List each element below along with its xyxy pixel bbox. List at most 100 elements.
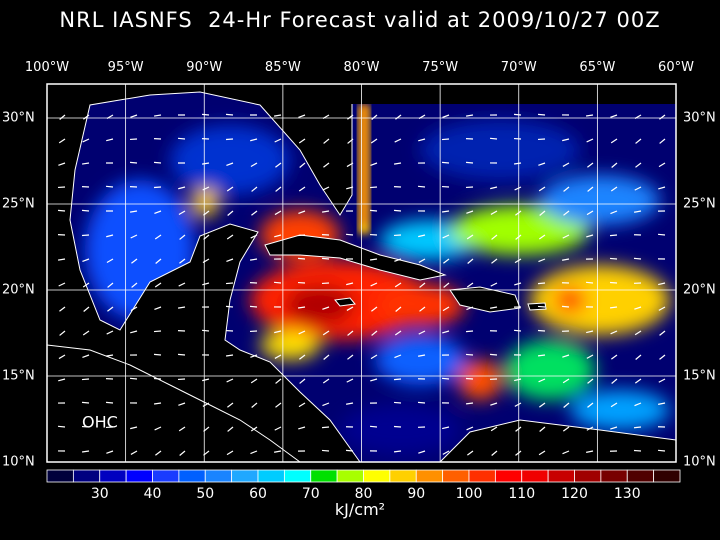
wind-arrow bbox=[321, 449, 330, 452]
wind-arrow bbox=[82, 330, 90, 336]
wind-arrow bbox=[587, 186, 594, 192]
wind-arrow bbox=[634, 378, 642, 384]
wind-arrow bbox=[153, 353, 162, 356]
colorbar-tick: 30 bbox=[90, 486, 109, 502]
wind-arrow bbox=[177, 306, 186, 309]
wind-arrow bbox=[609, 234, 618, 237]
wind-arrow bbox=[105, 354, 114, 357]
colorbar-tick: 100 bbox=[455, 486, 483, 502]
wind-arrow bbox=[563, 402, 570, 408]
colorbar-tick: 70 bbox=[301, 486, 320, 502]
wind-arrow bbox=[106, 258, 114, 264]
wind-arrow bbox=[658, 282, 666, 286]
wind-arrow bbox=[130, 330, 138, 334]
wind-arrow bbox=[179, 234, 186, 240]
wind-arrow bbox=[659, 354, 666, 360]
wind-arrow bbox=[346, 162, 354, 168]
wind-arrow bbox=[153, 330, 162, 333]
wind-arrow bbox=[273, 281, 282, 284]
wind-arrow bbox=[81, 209, 90, 212]
wind-arrow bbox=[131, 258, 138, 264]
colorbar-tick: 60 bbox=[249, 486, 267, 502]
wind-arrow bbox=[538, 162, 546, 166]
wind-arrow bbox=[177, 353, 186, 356]
wind-arrow bbox=[226, 186, 234, 192]
wind-arrow bbox=[562, 138, 570, 142]
wind-arrow bbox=[658, 306, 666, 311]
colorbar-swatch bbox=[415, 469, 444, 483]
wind-arrow bbox=[539, 402, 546, 408]
wind-arrow bbox=[514, 258, 522, 264]
wind-arrow bbox=[609, 257, 618, 260]
wind-arrow bbox=[153, 186, 162, 189]
wind-arrow bbox=[658, 402, 666, 405]
wind-arrow bbox=[83, 306, 90, 312]
wind-arrow bbox=[491, 258, 498, 264]
wind-arrow bbox=[130, 450, 138, 455]
wind-arrow bbox=[154, 426, 162, 431]
wind-arrow bbox=[515, 210, 522, 216]
wind-arrow bbox=[346, 378, 354, 383]
colorbar-tick: 90 bbox=[407, 486, 426, 502]
wind-arrow bbox=[153, 114, 162, 117]
wind-arrow bbox=[323, 138, 330, 144]
wind-arrow bbox=[634, 402, 642, 407]
wind-arrow bbox=[586, 450, 594, 453]
lat-label: 15°N bbox=[683, 368, 716, 384]
wind-arrow bbox=[490, 402, 498, 406]
wind-arrow bbox=[562, 354, 570, 358]
wind-arrow bbox=[250, 354, 258, 358]
colorbar-swatch bbox=[72, 469, 101, 483]
colorbar-swatch bbox=[574, 469, 602, 483]
wind-arrow bbox=[201, 113, 210, 116]
wind-arrow bbox=[107, 282, 114, 288]
wind-arrow bbox=[275, 186, 282, 192]
wind-arrow bbox=[538, 186, 546, 192]
wind-arrow bbox=[275, 378, 282, 384]
wind-arrow bbox=[250, 450, 258, 455]
colorbar-swatch bbox=[600, 469, 628, 483]
colorbar-swatch bbox=[257, 469, 285, 483]
wind-arrow bbox=[610, 402, 618, 408]
wind-arrow bbox=[129, 210, 138, 213]
wind-arrow bbox=[610, 426, 618, 430]
wind-arrow bbox=[58, 282, 66, 287]
wind-arrow bbox=[514, 282, 522, 286]
wind-arrow bbox=[587, 402, 594, 408]
wind-arrow bbox=[490, 306, 498, 309]
wind-arrow bbox=[106, 138, 114, 142]
wind-arrow bbox=[345, 233, 354, 236]
wind-arrow bbox=[153, 161, 162, 164]
wind-arrow bbox=[562, 450, 570, 455]
lat-label: 25°N bbox=[683, 196, 716, 212]
wind-arrow bbox=[418, 330, 426, 335]
wind-arrow bbox=[297, 257, 306, 260]
wind-arrow bbox=[298, 138, 306, 144]
wind-arrow bbox=[154, 306, 162, 310]
lon-label: 70°W bbox=[500, 60, 537, 75]
wind-arrow bbox=[225, 354, 234, 357]
wind-arrow bbox=[586, 330, 594, 334]
wind-arrow bbox=[417, 185, 426, 188]
wind-arrow bbox=[275, 162, 282, 168]
wind-arrow bbox=[58, 354, 66, 360]
wind-arrow bbox=[394, 330, 402, 336]
wind-arrow bbox=[59, 330, 66, 336]
wind-arrow bbox=[634, 210, 642, 213]
colorbar-tick: 120 bbox=[561, 486, 588, 502]
wind-arrow bbox=[659, 330, 666, 336]
wind-arrow bbox=[538, 234, 546, 240]
wind-arrow bbox=[562, 378, 570, 384]
wind-arrow bbox=[466, 306, 474, 311]
wind-arrow bbox=[130, 306, 138, 312]
colorbar-swatch bbox=[363, 469, 391, 483]
wind-arrow bbox=[225, 138, 234, 141]
map-frame bbox=[46, 83, 677, 463]
wind-arrow bbox=[467, 258, 474, 264]
graticule bbox=[47, 84, 676, 462]
wind-arrow bbox=[275, 402, 282, 408]
wind-arrow bbox=[370, 354, 378, 360]
wind-arrow bbox=[586, 354, 594, 359]
wind-arrow bbox=[443, 282, 450, 288]
wind-arrow bbox=[657, 233, 666, 236]
